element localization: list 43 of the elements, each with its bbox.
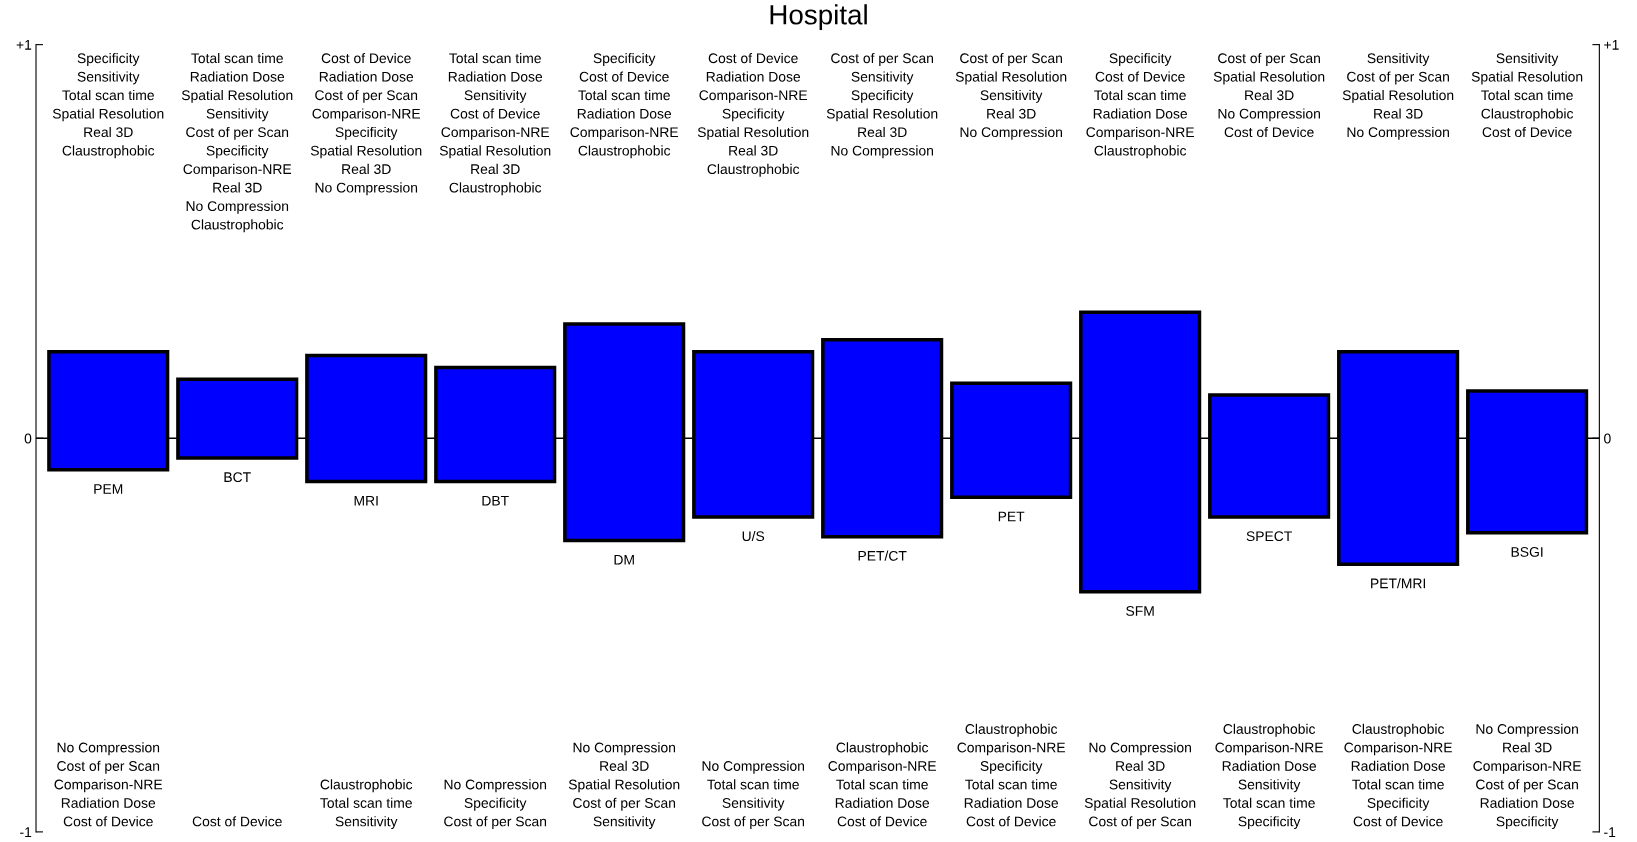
annotation: Sensitivity Spatial Resolution Total scan time Claustrophobic Cost of Device xyxy=(1471,52,1583,138)
x-tick-label: DM xyxy=(614,555,634,565)
y-tick-label: 0 xyxy=(1604,433,1611,444)
x-tick-label: SPECT xyxy=(1246,531,1292,542)
annotation: Cost of Device xyxy=(192,816,282,827)
text: 0 xyxy=(24,433,32,444)
annotation: No Compression Real 3D Sensitivity Spatial Resolution Cost of per Scan xyxy=(1084,742,1196,830)
x-tick-label: PET/MRI xyxy=(1371,578,1426,589)
x-tick-label: BCT xyxy=(224,472,251,483)
text: -1 xyxy=(20,827,32,837)
annotation: Cost of Device Radiation Dose Cost of per Scan Comparison-NRE Specificity Spatial Resolution Real 3D No Compression xyxy=(310,52,422,196)
annotation: Specificity Cost of Device Total scan time Radiation Dose Comparison-NRE Claustrophobic xyxy=(570,52,679,159)
x-tick-label: PET/CT xyxy=(858,550,907,561)
annotation: No Compression Cost of per Scan Comparison-NRE Radiation Dose Cost of Device xyxy=(54,742,163,827)
y-tick-label: +1 xyxy=(1604,40,1619,50)
annotation: Total scan time Radiation Dose Sensitivity Cost of Device Comparison-NRE Spatial Resolution Real 3D Claustrophobic xyxy=(439,52,551,196)
annotation: No Compression Real 3D Spatial Resolution Cost of per Scan Sensitivity xyxy=(568,742,680,830)
annotation: Cost of per Scan Spatial Resolution Real 3D No Compression Cost of Device xyxy=(1213,52,1325,138)
annotation: Cost of per Scan Sensitivity Specificity Spatial Resolution Real 3D No Compression xyxy=(826,52,938,159)
x-tick-label: SFM xyxy=(1126,606,1154,616)
annotation: Claustrophobic Comparison-NRE Total scan time Radiation Dose Cost of Device xyxy=(828,742,936,827)
text: +1 xyxy=(16,40,32,50)
x-tick-label: DBT xyxy=(482,495,509,506)
annotation: Specificity Sensitivity Total scan time Spatial Resolution Real 3D Claustrophobic xyxy=(52,52,164,159)
annotation: Claustrophobic Comparison-NRE Radiation Dose Sensitivity Total scan time Specificity xyxy=(1215,723,1323,830)
x-tick-label: MRI xyxy=(354,495,378,506)
x-tick-label: PET xyxy=(998,511,1025,522)
annotation: Claustrophobic Total scan time Sensitivity xyxy=(320,779,413,830)
annotation: Cost of per Scan Spatial Resolution Sensitivity Real 3D No Compression xyxy=(955,52,1067,140)
annotation: Sensitivity Cost of per Scan Spatial Resolution Real 3D No Compression xyxy=(1342,52,1454,140)
x-tick-label: U/S xyxy=(742,530,765,542)
annotation: Claustrophobic Comparison-NRE Specificity Total scan time Radiation Dose Cost of Device xyxy=(957,723,1065,827)
annotation: No Compression Specificity Cost of per Scan xyxy=(444,779,547,830)
annotation: Specificity Cost of Device Total scan time Radiation Dose Comparison-NRE Claustrophobic xyxy=(1086,52,1194,159)
x-tick-label: BSGI xyxy=(1511,546,1543,557)
chart-title: Hospital xyxy=(770,4,867,31)
x-tick-label: PEM xyxy=(94,484,123,494)
annotation: Cost of Device Radiation Dose Comparison-NRE Specificity Spatial Resolution Real 3D Claustrophobic xyxy=(697,52,809,177)
text: Total scan time Radiation Dose Spatial Resolution Sensitivity Cost of per Scan Specificity Comparison-NRE Real 3D No Compression Claustrophobic xyxy=(181,52,293,233)
annotation: Claustrophobic Comparison-NRE Radiation Dose Total scan time Specificity Cost of Device xyxy=(1344,723,1452,827)
annotation: No Compression Total scan time Sensitivity Cost of per Scan xyxy=(702,760,805,830)
y-tick-label: -1 xyxy=(1604,827,1616,837)
annotation: No Compression Real 3D Comparison-NRE Cost of per Scan Radiation Dose Specificity xyxy=(1473,723,1581,830)
